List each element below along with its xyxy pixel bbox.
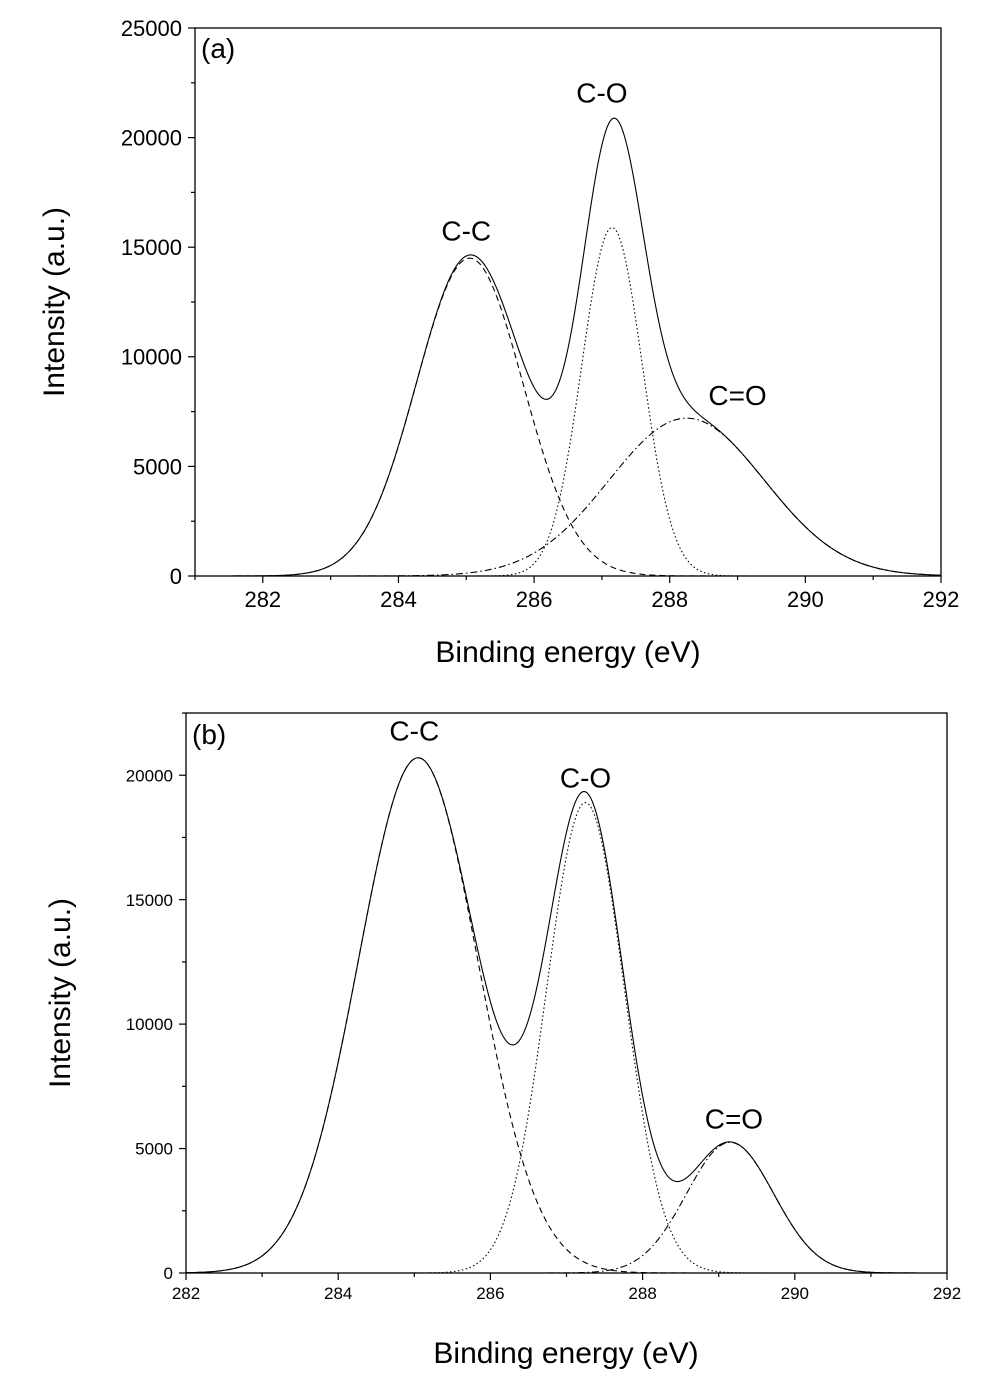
y-tick-label: 20000 bbox=[126, 766, 173, 785]
panel-b-y-axis-label: Intensity (a.u.) bbox=[44, 898, 77, 1088]
panel-a-x-axis-label: Binding energy (eV) bbox=[435, 636, 700, 669]
y-tick-label: 15000 bbox=[126, 891, 173, 910]
peak-label: C-C bbox=[441, 216, 491, 247]
x-tick-label: 290 bbox=[787, 587, 824, 612]
x-tick-label: 292 bbox=[923, 587, 960, 612]
y-tick-label: 0 bbox=[164, 1264, 173, 1283]
panel-b-curves bbox=[185, 757, 947, 1274]
peak-label: C-C bbox=[389, 715, 439, 746]
y-tick-label: 0 bbox=[170, 564, 182, 589]
panel-b-annotations: C-C C-O C=O bbox=[389, 715, 763, 1134]
panel-a-ticks: 282 284 286 288 290 292 0 5000 10000 15000 20000 25… bbox=[121, 16, 960, 612]
peak-label: C=O bbox=[705, 1104, 763, 1135]
series-c-c bbox=[195, 257, 941, 577]
x-tick-label: 286 bbox=[516, 587, 553, 612]
x-tick-label: 292 bbox=[933, 1284, 961, 1303]
x-tick-label: 290 bbox=[781, 1284, 809, 1303]
panel-b-plot-frame bbox=[185, 712, 948, 1274]
panel-a-chart: 282 284 286 288 290 292 0 5000 10000 15000 20000 25… bbox=[38, 16, 959, 669]
panel-a-annotations: C-C C-O C=O bbox=[441, 78, 766, 411]
x-tick-label: 284 bbox=[380, 587, 417, 612]
panel-a-curves bbox=[195, 117, 942, 577]
panel-b-ticks: 282 284 286 288 290 292 0 5000 10000 15000 20000 bbox=[126, 712, 961, 1303]
series-c-o bbox=[195, 227, 941, 577]
x-tick-label: 288 bbox=[628, 1284, 656, 1303]
series-ceq-o bbox=[186, 1141, 947, 1274]
x-tick-label: 282 bbox=[244, 587, 281, 612]
peak-label: C-O bbox=[576, 78, 627, 109]
panel-a-y-axis-label: Intensity (a.u.) bbox=[38, 207, 71, 397]
y-tick-label: 25000 bbox=[121, 16, 182, 41]
series-c-c bbox=[185, 757, 947, 1274]
y-tick-label: 5000 bbox=[133, 454, 182, 479]
x-tick-label: 286 bbox=[476, 1284, 504, 1303]
y-tick-label: 10000 bbox=[126, 1015, 173, 1034]
series-c-o bbox=[186, 802, 947, 1274]
y-tick-label: 15000 bbox=[121, 235, 182, 260]
peak-label: C=O bbox=[708, 380, 766, 411]
panel-b-label: (b) bbox=[192, 719, 226, 750]
peak-label: C-O bbox=[560, 763, 611, 794]
x-tick-label: 282 bbox=[172, 1284, 200, 1303]
panel-a-plot-frame bbox=[194, 27, 942, 577]
y-tick-label: 20000 bbox=[121, 126, 182, 151]
y-tick-label: 5000 bbox=[135, 1140, 173, 1159]
panel-a-label: (a) bbox=[201, 33, 235, 64]
panel-b-x-axis-label: Binding energy (eV) bbox=[433, 1337, 698, 1370]
panel-b-chart: 282 284 286 288 290 292 0 5000 10000 15000 20000 C… bbox=[44, 712, 961, 1370]
series-ceq-o bbox=[195, 417, 942, 577]
series-envelope bbox=[195, 117, 942, 577]
y-tick-label: 10000 bbox=[121, 345, 182, 370]
x-tick-label: 288 bbox=[651, 587, 688, 612]
series-envelope bbox=[185, 757, 947, 1274]
x-tick-label: 284 bbox=[324, 1284, 352, 1303]
